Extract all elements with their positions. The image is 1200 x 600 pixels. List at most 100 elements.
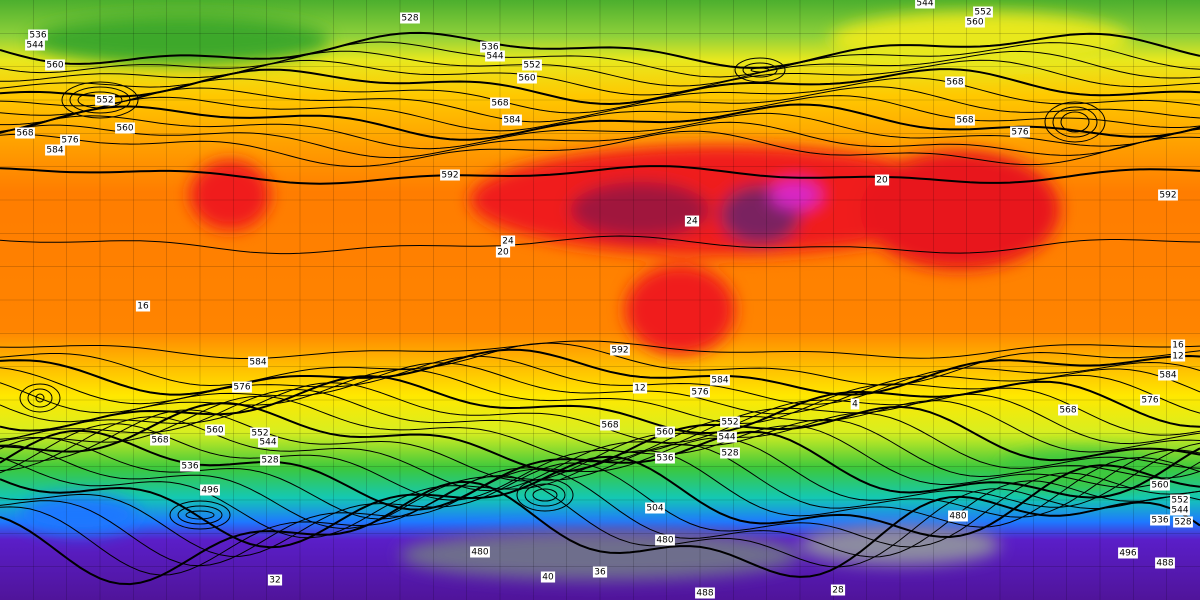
contour-label-box [610, 344, 630, 356]
contour-label-text: 584 [503, 116, 520, 126]
contour-label: 576 [60, 134, 80, 146]
contour-line [0, 355, 1200, 405]
contour-line [0, 340, 1200, 359]
contour-label-text: 488 [696, 589, 713, 599]
temperature-label: 28 [830, 584, 846, 596]
contour-label-text: 504 [646, 504, 663, 514]
contour-label: 480 [655, 534, 675, 546]
contour-label-text: 560 [206, 426, 223, 436]
contour-label-box [95, 94, 115, 106]
contour-label: 568 [1058, 404, 1078, 416]
contour-label-text: 552 [974, 8, 991, 18]
contour-label: 544 [485, 50, 505, 62]
contour-label-text: 544 [916, 0, 933, 9]
closed-contour [61, 81, 139, 119]
closed-contour [734, 57, 786, 83]
closed-contour [524, 483, 566, 507]
contour-label: 568 [150, 434, 170, 446]
contour-label-text: 536 [656, 454, 673, 464]
contour-label-text: 552 [96, 96, 113, 106]
contour-label-text: 536 [29, 31, 46, 41]
temperature-label-box [874, 174, 890, 186]
contour-label-box [60, 134, 80, 146]
temperature-label: 20 [874, 174, 890, 186]
contour-label-box [1158, 369, 1178, 381]
contour-label: 592 [1158, 189, 1178, 201]
temperature-label: 24 [684, 215, 700, 227]
contour-line [0, 235, 1200, 255]
temperature-label-box [592, 566, 608, 578]
contour-label-text: 576 [233, 383, 250, 393]
contour-label: 560 [1150, 479, 1170, 491]
contour-label: 560 [517, 72, 537, 84]
contour-label-box [470, 546, 490, 558]
contour-label-text: 568 [946, 78, 963, 88]
closed-contour [1052, 106, 1098, 138]
temperature-label-box [267, 574, 283, 586]
contour-label: 488 [1155, 557, 1175, 569]
closed-contour [516, 478, 574, 512]
closed-contour [185, 510, 215, 520]
contour-label: 560 [115, 122, 135, 134]
map-labels: 5285445525605365445605525605685765845365… [15, 0, 1193, 599]
contour-label-box [690, 386, 710, 398]
contour-label: 592 [610, 344, 630, 356]
contour-label-text: 560 [966, 18, 983, 28]
temperature-label: 12 [1170, 350, 1186, 362]
closed-contour [750, 67, 770, 73]
contour-line [0, 416, 1200, 492]
contour-label-text: 592 [441, 171, 458, 181]
contour-label-text: 552 [721, 418, 738, 428]
contour-label: 584 [502, 114, 522, 126]
temperature-label: 12 [632, 382, 648, 394]
contour-label-box [400, 12, 420, 24]
temperature-label-box [1170, 339, 1186, 351]
contour-label-text: 544 [1171, 506, 1188, 516]
contour-label-text: 592 [1159, 191, 1176, 201]
temperature-label-text: 32 [269, 576, 280, 586]
closed-contour [1060, 111, 1090, 133]
contour-label-text: 576 [1011, 128, 1028, 138]
contour-label-text: 568 [16, 129, 33, 139]
contour-label-box [695, 587, 715, 599]
contour-label: 552 [250, 427, 270, 439]
contour-label-text: 592 [611, 346, 628, 356]
contour-line [0, 348, 1200, 396]
contour-label-box [150, 434, 170, 446]
closed-contour [742, 62, 778, 78]
temperature-label: 40 [540, 571, 556, 583]
contour-label: 536 [655, 452, 675, 464]
contour-line [0, 462, 1200, 557]
contour-label-box [655, 534, 675, 546]
contour-label: 488 [695, 587, 715, 599]
contour-line [0, 362, 1200, 415]
contour-label-box [1118, 547, 1138, 559]
temperature-label: 36 [592, 566, 608, 578]
contour-label-text: 560 [46, 61, 63, 71]
contour-label-text: 528 [1174, 518, 1191, 528]
temperature-label-box [540, 571, 556, 583]
closed-contour [19, 383, 61, 413]
contour-label: 568 [955, 114, 975, 126]
contour-label-box [915, 0, 935, 9]
contour-label: 552 [95, 94, 115, 106]
contour-line [0, 382, 1200, 444]
contour-line [0, 130, 1200, 167]
contour-line [0, 468, 1200, 567]
contour-label: 544 [258, 436, 278, 448]
contour-label-text: 544 [486, 52, 503, 62]
contour-label-text: 576 [1141, 396, 1158, 406]
contour-line [0, 342, 1200, 387]
temperature-label-box [830, 584, 846, 596]
contour-label-box [502, 114, 522, 126]
temperature-label-box [500, 235, 516, 247]
contour-label: 552 [720, 416, 740, 428]
temperature-label-text: 36 [594, 568, 606, 578]
contour-label-box [1010, 126, 1030, 138]
contour-label: 536 [1150, 514, 1170, 526]
contour-label-text: 544 [259, 438, 276, 448]
contour-label: 544 [915, 0, 935, 9]
contour-label: 560 [965, 16, 985, 28]
contour-label: 496 [200, 484, 220, 496]
contour-label-box [600, 419, 620, 431]
